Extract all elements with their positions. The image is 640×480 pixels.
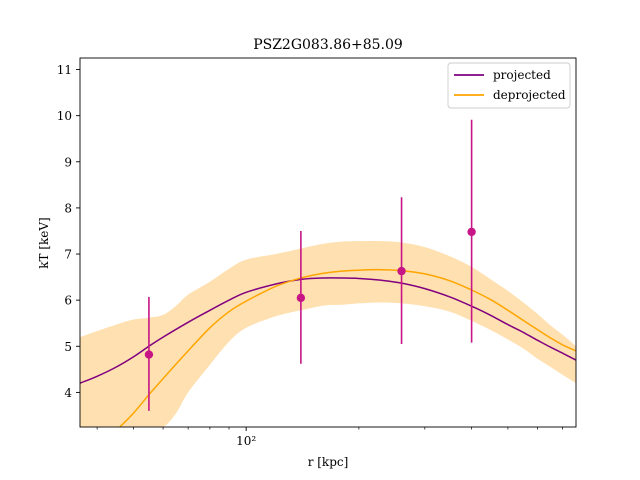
x-axis: 10²	[96, 427, 563, 448]
data-points	[144, 119, 476, 411]
y-tick-label-5: 5	[64, 340, 72, 354]
projected-line	[80, 277, 576, 384]
y-tick-label-11: 11	[57, 63, 72, 77]
y-tick-label-4: 4	[64, 386, 72, 400]
deprojected-uncertainty-band	[80, 240, 576, 427]
y-tick-label-9: 9	[64, 155, 72, 169]
data-point-1	[144, 350, 154, 359]
legend-label-deprojected: deprojected	[493, 88, 566, 102]
y-tick-label-7: 7	[64, 248, 72, 262]
y-tick-label-10: 10	[57, 109, 72, 123]
deprojected-line	[119, 268, 576, 427]
y-axis: 4 5 6 7 8 9 10 11	[57, 63, 80, 400]
y-axis-label: kT [keV]	[37, 217, 51, 269]
chart-title: PSZ2G083.86+85.09	[253, 37, 403, 53]
data-point-3	[397, 266, 406, 276]
data-point-2	[296, 293, 306, 303]
y-tick-label-8: 8	[64, 201, 72, 215]
data-point-4	[467, 227, 476, 237]
x-axis-label: r [kpc]	[308, 455, 349, 469]
legend-label-projected: projected	[493, 68, 551, 82]
plot-frame	[79, 57, 577, 428]
y-tick-label-6: 6	[64, 294, 72, 308]
x-tick-label: 10²	[236, 434, 256, 448]
legend: projected deprojected	[447, 62, 571, 109]
plot-area	[80, 119, 576, 427]
